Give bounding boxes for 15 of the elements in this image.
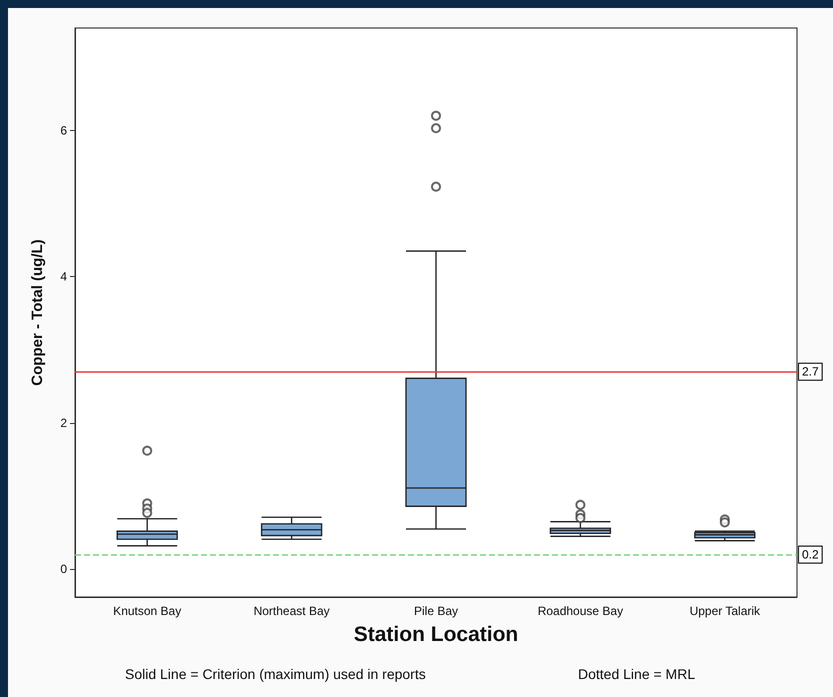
y-tick-label: 6 — [60, 123, 68, 138]
text: Solid Line = Criterion (maximum) used in reports — [125, 666, 426, 682]
text: Dotted Line = MRL — [578, 666, 696, 682]
x-tick-label: Knutson Bay — [113, 604, 182, 618]
y-tick-label: 4 — [60, 270, 68, 284]
x-tick-label: Upper Talarik — [690, 604, 762, 618]
x-axis-title: Station Location — [354, 623, 518, 646]
x-tick-label: Northeast Bay — [254, 604, 330, 618]
x-tick-label: Roadhouse Bay — [538, 604, 624, 618]
y-tick-label: 0 — [60, 562, 68, 576]
y-axis-title: Copper - Total (ug/L) — [29, 239, 46, 386]
y-tick-label: 2 — [60, 416, 68, 430]
ref-line-label: 2.7 — [802, 364, 820, 379]
ref-line-label: 0.2 — [802, 548, 820, 562]
x-tick-label: Pile Bay — [414, 604, 458, 618]
